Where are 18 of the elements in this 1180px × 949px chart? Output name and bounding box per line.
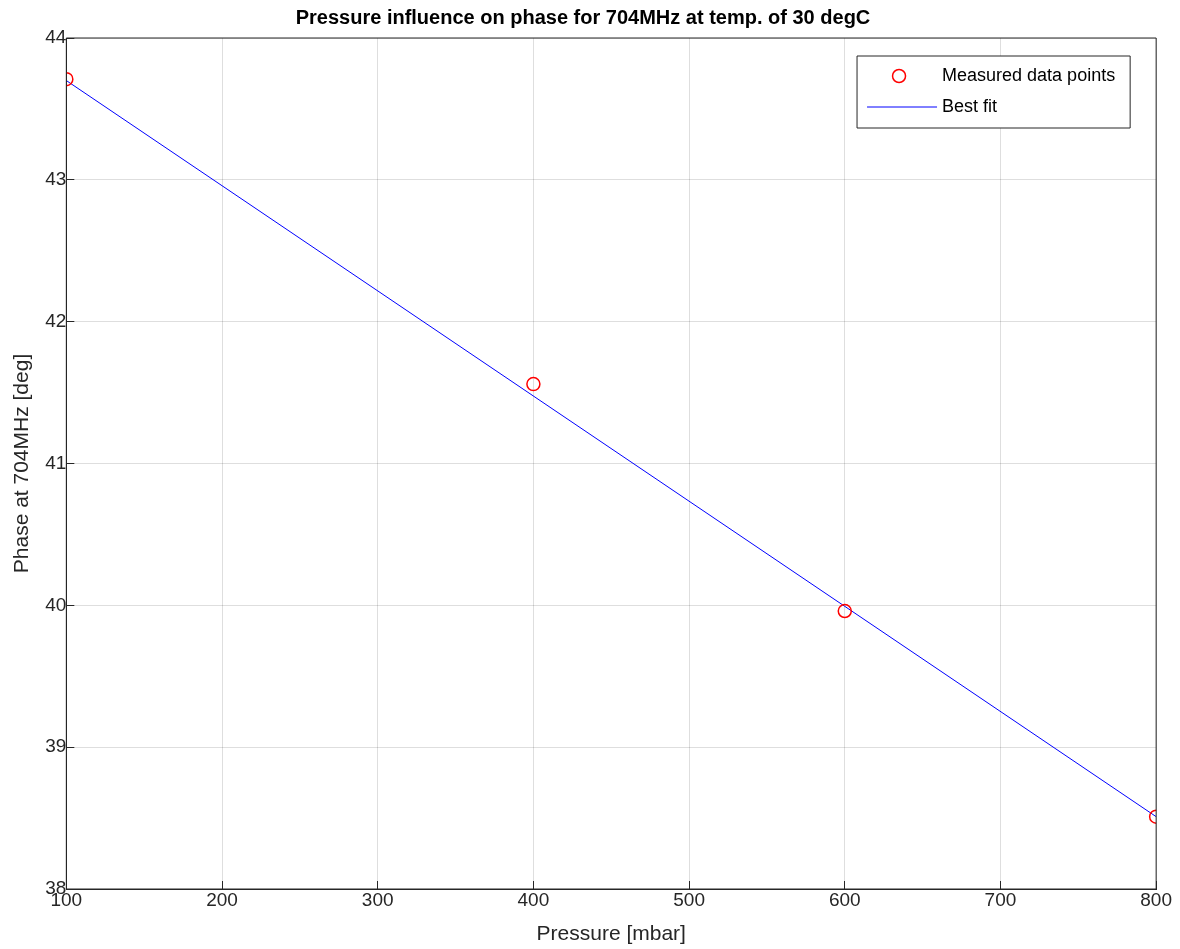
x-tick-label: 800 xyxy=(1140,888,1172,910)
y-tick-label: 40 xyxy=(45,593,67,615)
x-tick-label: 700 xyxy=(984,888,1017,910)
y-tick-label: 44 xyxy=(45,26,67,48)
chart-title: Pressure influence on phase for 704MHz at temp. of 30 degC xyxy=(295,5,871,28)
legend-label: Measured data points xyxy=(942,64,1116,85)
x-tick-label: 300 xyxy=(361,888,394,910)
y-tick-label: 39 xyxy=(45,735,67,757)
y-tick-label: 43 xyxy=(45,168,67,190)
y-tick-label: 41 xyxy=(45,451,67,473)
x-tick-label: 600 xyxy=(828,888,861,910)
x-tick-label: 400 xyxy=(517,888,550,910)
y-axis-title: Phase at 704MHz [deg] xyxy=(9,353,33,574)
x-tick-label: 200 xyxy=(206,888,238,910)
y-tick-label: 42 xyxy=(45,309,67,331)
legend-label: Best fit xyxy=(942,95,998,116)
x-tick-label: 500 xyxy=(673,888,705,910)
x-axis-title: Pressure [mbar] xyxy=(536,921,686,945)
